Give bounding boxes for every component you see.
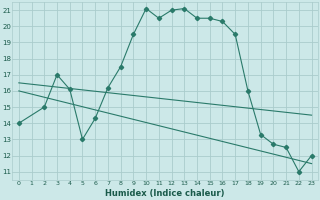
X-axis label: Humidex (Indice chaleur): Humidex (Indice chaleur) xyxy=(106,189,225,198)
